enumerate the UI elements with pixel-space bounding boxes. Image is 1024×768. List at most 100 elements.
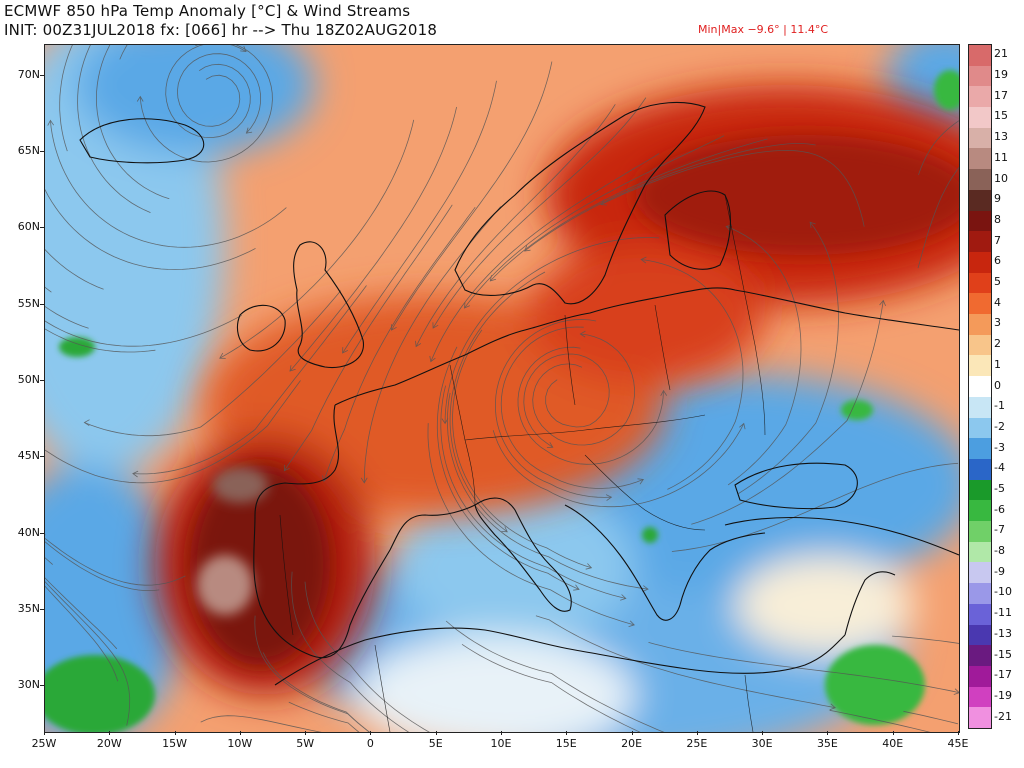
x-tick-mark xyxy=(501,731,502,735)
streamline-arrowhead xyxy=(47,119,55,126)
streamline-arrowhead xyxy=(429,355,436,363)
streamline-arrowhead xyxy=(628,620,635,627)
streamline-arrowhead xyxy=(579,330,586,338)
coast-great-britain xyxy=(293,241,364,369)
streamline xyxy=(829,709,931,732)
color-scale-cell xyxy=(969,314,991,336)
color-scale-cell xyxy=(969,127,991,149)
streamline xyxy=(50,120,287,248)
color-scale-cell xyxy=(969,272,991,294)
streamline xyxy=(738,221,839,494)
streamline xyxy=(132,285,367,475)
color-scale-cell xyxy=(969,624,991,646)
coast-finland xyxy=(664,190,731,270)
streamline-arrowhead xyxy=(660,389,668,396)
streamline xyxy=(59,45,73,152)
y-tick-label: 65N xyxy=(17,143,40,157)
streamline-arrowhead xyxy=(642,585,649,592)
extreme-warm-cell-north xyxy=(212,467,268,503)
streamline xyxy=(436,346,580,590)
streamline-arrowhead xyxy=(391,324,397,331)
color-scale-bar xyxy=(968,44,992,729)
streamline-arrowhead xyxy=(240,45,247,52)
color-scale-label: 8 xyxy=(994,212,1001,226)
streamline xyxy=(45,557,53,565)
streamline xyxy=(691,300,884,525)
streamline-arrowhead xyxy=(879,299,886,307)
streamline xyxy=(119,45,128,60)
streamline xyxy=(289,106,457,372)
border-balkans xyxy=(584,454,706,531)
color-scale-label: 19 xyxy=(994,68,1008,82)
color-scale-label: 5 xyxy=(994,275,1001,288)
wind-streamlines xyxy=(45,45,959,732)
streamline xyxy=(524,143,816,252)
green-patch-russia xyxy=(841,400,873,420)
streamline xyxy=(444,237,660,424)
color-scale-cell xyxy=(969,500,991,522)
streamline xyxy=(532,333,635,446)
streamline xyxy=(492,423,745,508)
color-scale-label: -5 xyxy=(994,481,1005,495)
color-scale-label: -1 xyxy=(994,399,1005,413)
color-scale-cell xyxy=(969,438,991,460)
streamline xyxy=(342,80,497,354)
x-tick-mark xyxy=(174,731,176,735)
border-poland-belarus xyxy=(654,304,671,391)
streamline-arrowhead xyxy=(546,442,554,448)
border-north-africa xyxy=(374,644,391,732)
y-tick-mark xyxy=(40,379,44,381)
streamline xyxy=(176,53,261,134)
streamline-arrowhead xyxy=(83,419,90,427)
color-scale-label: 2 xyxy=(994,337,1001,351)
x-tick-label: 0 xyxy=(366,737,374,750)
y-tick-mark xyxy=(40,303,44,305)
streamline-arrowhead xyxy=(620,594,627,601)
streamline xyxy=(304,581,430,732)
green-patch-northeast xyxy=(934,70,959,110)
streamline-arrowhead xyxy=(432,322,439,329)
cool-anomaly-central-med xyxy=(395,485,635,645)
streamline xyxy=(464,135,725,309)
streamline-arrowhead xyxy=(637,478,645,485)
coast-black-sea xyxy=(734,462,858,510)
color-scale-label: -11 xyxy=(994,606,1012,620)
color-scale-label: -17 xyxy=(994,668,1012,682)
color-scale-cell xyxy=(969,355,991,377)
y-tick-mark xyxy=(40,74,44,76)
streamline xyxy=(254,615,370,732)
x-tick-mark xyxy=(239,731,241,735)
streamline xyxy=(45,581,131,726)
extreme-warm-cell-south xyxy=(197,555,253,615)
color-scale-cell xyxy=(969,65,991,87)
streamline xyxy=(45,188,256,270)
streamline xyxy=(200,715,322,732)
streamline-arrowhead xyxy=(600,199,607,206)
x-tick-label: 25E xyxy=(686,737,708,750)
warm-anomaly-baltic xyxy=(525,245,765,385)
y-tick-label: 40N xyxy=(17,525,40,539)
streamline-arrowhead xyxy=(809,221,816,228)
x-tick-label: 20W xyxy=(96,737,122,750)
color-scale-cell xyxy=(969,707,991,729)
color-scale-cell xyxy=(969,458,991,481)
color-scale-label: 3 xyxy=(994,316,1001,330)
streamline xyxy=(45,286,52,293)
x-tick-label: 5W xyxy=(296,737,315,750)
x-tick-mark xyxy=(566,731,568,735)
streamline xyxy=(45,380,301,484)
coast-europe-mainland xyxy=(334,287,959,406)
color-scale-cell xyxy=(969,376,991,398)
color-scale-cell xyxy=(969,189,991,212)
color-scale-label: -7 xyxy=(994,523,1005,537)
y-tick-label: 55N xyxy=(17,296,40,310)
cool-anomaly-iceland xyxy=(75,45,315,155)
y-tick-label: 60N xyxy=(17,220,40,234)
coast-turkey xyxy=(724,516,959,556)
coast-iceland xyxy=(79,118,205,164)
streamline xyxy=(918,120,959,176)
map-title: ECMWF 850 hPa Temp Anomaly [°C] & Wind S… xyxy=(4,2,411,20)
x-tick-mark xyxy=(696,731,698,735)
border-central-europe xyxy=(464,414,706,441)
color-scale-cell xyxy=(969,86,991,108)
